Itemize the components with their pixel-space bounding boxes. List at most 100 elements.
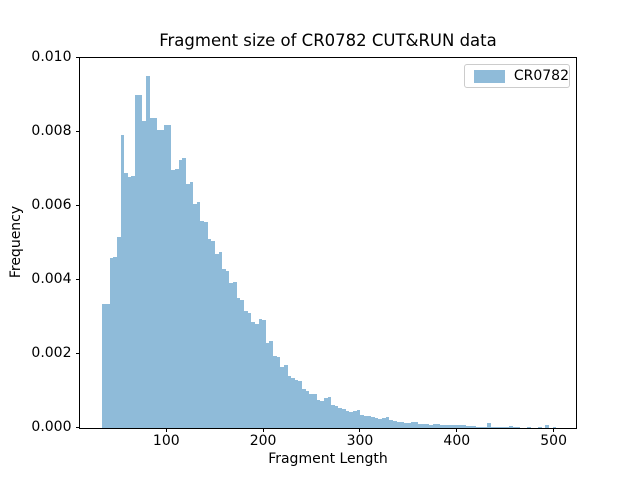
x-tick-mark: [359, 428, 361, 432]
histogram-bar: [509, 425, 513, 428]
histogram-bar: [483, 426, 488, 428]
histogram-bar: [298, 381, 303, 428]
histogram-bar: [450, 425, 455, 428]
legend-swatch: [474, 69, 505, 83]
histogram-bar: [236, 298, 241, 428]
histogram-bar: [378, 418, 382, 428]
histogram-bar: [258, 318, 263, 428]
histogram-bar: [193, 204, 197, 428]
histogram-bar: [363, 415, 368, 428]
histogram-bar: [381, 417, 386, 428]
histogram-bar: [490, 426, 495, 428]
histogram-bar: [211, 240, 215, 428]
histogram-bar: [447, 425, 451, 428]
histogram-bar: [225, 270, 230, 428]
histogram-bar: [218, 252, 223, 428]
histogram-bar: [138, 95, 143, 428]
histogram-bar: [120, 134, 125, 428]
histogram-bar: [116, 237, 121, 428]
histogram-bar: [294, 379, 299, 428]
y-tick-label: 0.000: [31, 418, 72, 435]
histogram-bar: [269, 340, 274, 428]
y-tick-label: 0.010: [31, 49, 72, 66]
histogram-bar: [352, 410, 357, 428]
histogram-bar: [454, 424, 459, 428]
y-tick-label: 0.004: [31, 270, 72, 287]
histogram-bar: [465, 425, 470, 428]
histogram-bar: [233, 281, 237, 428]
histogram-bar: [174, 168, 179, 428]
histogram-bar: [371, 416, 375, 428]
histogram-bar: [436, 424, 441, 428]
histogram-bar: [476, 426, 481, 428]
y-tick-mark: [75, 57, 79, 59]
histogram-bar: [374, 417, 379, 428]
histogram-bar: [182, 157, 186, 428]
x-tick-label: 200: [249, 432, 277, 449]
histogram-bar: [312, 393, 317, 428]
histogram-bar: [331, 405, 335, 428]
y-tick-label: 0.002: [31, 344, 72, 361]
histogram-bar: [432, 423, 437, 428]
x-tick-label: 400: [443, 432, 471, 449]
y-tick-mark: [75, 352, 79, 354]
histogram-bar: [229, 283, 234, 428]
histogram-bar: [178, 159, 183, 428]
histogram-bar: [287, 375, 292, 428]
histogram-bar: [443, 425, 448, 428]
histogram-bar: [309, 394, 313, 428]
histogram-bar: [149, 118, 154, 428]
histogram-bar: [243, 311, 248, 428]
histogram-bar: [545, 425, 550, 428]
y-tick-mark: [75, 204, 79, 206]
y-tick-label: 0.006: [31, 196, 72, 213]
histogram-bar: [185, 183, 190, 428]
histogram-bar: [356, 409, 361, 428]
histogram-bar: [418, 423, 422, 428]
histogram-bar: [327, 397, 332, 428]
histogram-bar: [265, 342, 270, 428]
histogram-bar: [142, 120, 146, 428]
x-tick-label: 300: [346, 432, 374, 449]
histogram-bar: [461, 425, 466, 428]
histogram-bar: [153, 118, 157, 428]
histogram-bar: [262, 320, 266, 428]
histogram-bar: [367, 415, 372, 428]
histogram-bar: [254, 324, 259, 428]
x-tick-mark: [456, 428, 458, 432]
chart-title: Fragment size of CR0782 CUT&RUN data: [159, 31, 497, 50]
histogram-bar: [160, 130, 165, 428]
histogram-bar: [400, 421, 404, 428]
x-axis-label: Fragment Length: [268, 451, 388, 467]
histogram-bar: [280, 366, 284, 428]
x-tick-mark: [553, 428, 555, 432]
histogram-bar: [429, 424, 433, 428]
histogram-bar: [276, 357, 281, 428]
histogram-bar: [207, 239, 212, 428]
histogram-bar: [360, 415, 364, 428]
histogram-bar: [251, 322, 255, 428]
histogram-bar: [320, 400, 324, 428]
histogram-bar: [349, 412, 353, 428]
histogram-bar: [414, 422, 419, 428]
histogram-bar: [334, 406, 339, 428]
histogram-bar: [135, 95, 139, 428]
histogram-bar: [196, 202, 201, 428]
histogram-bar: [305, 390, 310, 428]
histogram-bar: [469, 425, 473, 428]
histogram-bar: [204, 222, 208, 428]
histogram-bar: [338, 408, 343, 428]
histogram-bars: [80, 58, 576, 428]
histogram-bar: [487, 423, 491, 428]
histogram-bar: [345, 411, 350, 428]
histogram-bar: [291, 377, 295, 428]
histogram-bar: [302, 388, 306, 428]
histogram-bar: [171, 170, 175, 428]
histogram-bar: [131, 176, 136, 428]
histogram-bar: [316, 399, 321, 428]
histogram-bar: [189, 181, 194, 428]
histogram-bar: [109, 257, 114, 428]
histogram-bar: [425, 424, 430, 428]
histogram-bar: [396, 422, 401, 428]
histogram-bar: [167, 124, 172, 428]
